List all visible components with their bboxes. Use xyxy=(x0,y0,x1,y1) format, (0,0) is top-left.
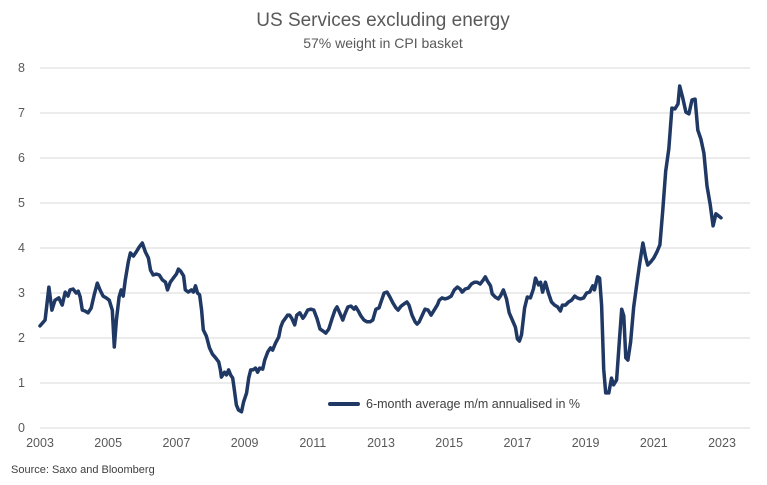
chart-title: US Services excluding energy xyxy=(256,10,510,31)
y-tick-label: 7 xyxy=(18,106,25,120)
chart-subtitle: 57% weight in CPI basket xyxy=(303,35,463,51)
x-tick-label: 2021 xyxy=(640,436,668,450)
x-tick-label: 2007 xyxy=(162,436,190,450)
x-tick-label: 2009 xyxy=(231,436,259,450)
legend: 6-month average m/m annualised in % xyxy=(328,397,580,411)
series-line xyxy=(38,84,723,414)
y-tick-label: 2 xyxy=(18,331,25,345)
x-tick-label: 2013 xyxy=(367,436,395,450)
y-tick-label: 0 xyxy=(18,421,25,435)
y-tick-label: 4 xyxy=(18,241,25,255)
x-tick-label: 2023 xyxy=(708,436,736,450)
x-tick-label: 2015 xyxy=(435,436,463,450)
y-tick-label: 6 xyxy=(18,151,25,165)
y-tick-label: 1 xyxy=(18,376,25,390)
x-tick-label: 2017 xyxy=(503,436,531,450)
y-tick-label: 8 xyxy=(18,61,25,75)
y-tick-label: 5 xyxy=(18,196,25,210)
x-axis-ticks: 2003 2005 2007 2009 2011 2013 2015 2017 2019 2021… xyxy=(26,436,736,450)
source-note: Source: Saxo and Bloomberg xyxy=(11,464,155,476)
y-axis-ticks: 0 1 2 3 4 5 6 7 8 xyxy=(18,61,25,435)
legend-label: 6-month average m/m annualised in % xyxy=(366,397,580,411)
y-tick-label: 3 xyxy=(18,286,25,300)
x-tick-label: 2005 xyxy=(94,436,122,450)
gridlines xyxy=(40,67,750,429)
series-group xyxy=(38,84,723,414)
x-tick-label: 2011 xyxy=(299,436,326,450)
x-tick-label: 2003 xyxy=(26,436,54,450)
x-tick-label: 2019 xyxy=(572,436,600,450)
